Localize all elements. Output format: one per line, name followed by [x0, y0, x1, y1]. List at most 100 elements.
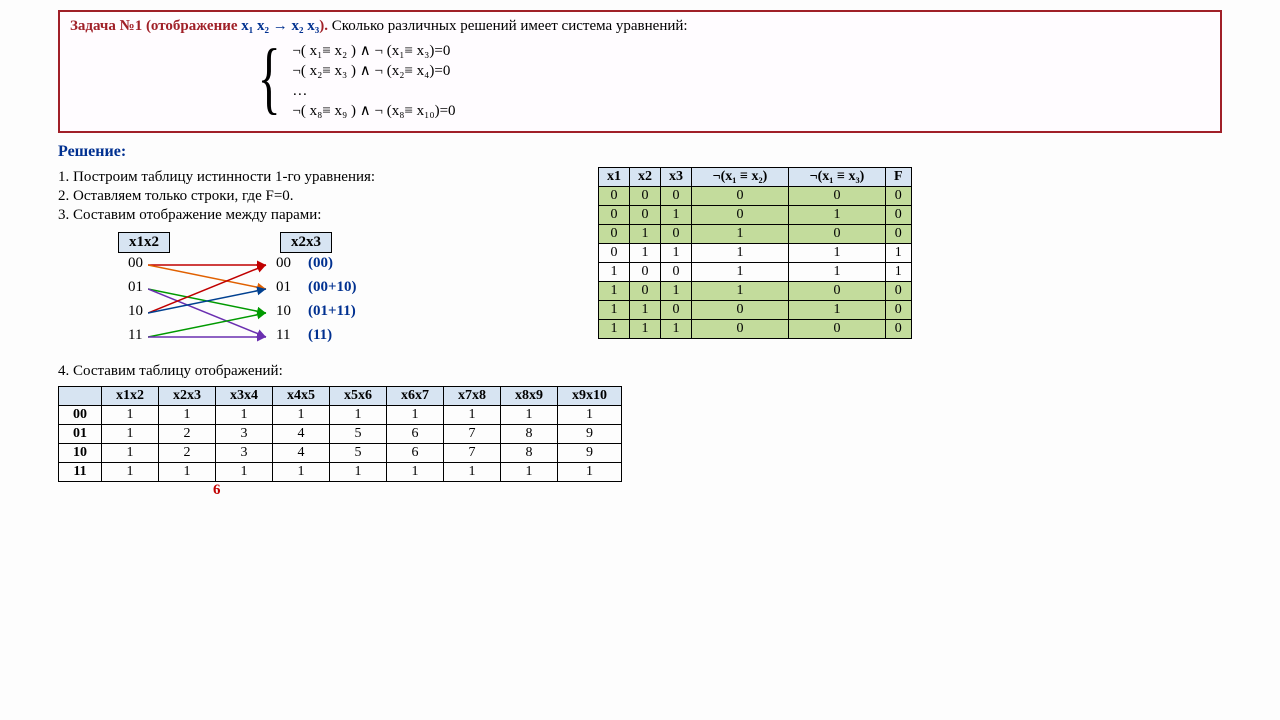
map-cell: 1	[558, 463, 622, 482]
truth-row: 110010	[599, 301, 912, 320]
map-right-2: 10	[276, 303, 291, 327]
truth-cell: 0	[599, 206, 630, 225]
map-cell: 7	[444, 444, 501, 463]
truth-cell: 0	[789, 187, 886, 206]
truth-row: 011111	[599, 244, 912, 263]
truth-cell: 0	[661, 187, 692, 206]
step-4: 4. Составим таблицу отображений:	[58, 363, 1262, 380]
map-cell: 01	[59, 425, 102, 444]
map-th: x3x4	[216, 387, 273, 406]
map-row: 01123456789	[59, 425, 622, 444]
truth-cell: 0	[661, 301, 692, 320]
map-cell: 1	[501, 406, 558, 425]
map-cell: 4	[273, 444, 330, 463]
truth-cell: 0	[692, 187, 789, 206]
map-th: x4x5	[273, 387, 330, 406]
truth-cell: 1	[661, 320, 692, 339]
map-cell: 3	[216, 425, 273, 444]
truth-th: x2	[630, 168, 661, 187]
map-cell: 1	[102, 444, 159, 463]
map-cell: 1	[102, 463, 159, 482]
truth-row: 001010	[599, 206, 912, 225]
truth-cell: 0	[630, 187, 661, 206]
map-cell: 9	[558, 425, 622, 444]
truth-cell: 1	[599, 282, 630, 301]
truth-cell: 0	[630, 263, 661, 282]
truth-cell: 1	[599, 320, 630, 339]
map-row: 00111111111	[59, 406, 622, 425]
truth-cell: 1	[630, 301, 661, 320]
arrow-11-10	[148, 313, 266, 337]
map-labels: (00) (00+10) (01+11) (11)	[308, 255, 357, 351]
truth-cell: 0	[599, 187, 630, 206]
truth-cell: 1	[692, 225, 789, 244]
map-cell: 7	[444, 425, 501, 444]
map-cell: 4	[273, 425, 330, 444]
truth-cell: 1	[886, 263, 912, 282]
truth-cell: 0	[789, 282, 886, 301]
map-cell: 1	[558, 406, 622, 425]
title-map: x₁ x₂ → x₂ x₃	[241, 18, 319, 34]
map-cell: 5	[330, 444, 387, 463]
truth-cell: 1	[630, 244, 661, 263]
truth-cell: 0	[692, 206, 789, 225]
truth-cell: 1	[661, 206, 692, 225]
truth-cell: 0	[661, 263, 692, 282]
map-right-3: 11	[276, 327, 291, 351]
map-right-1: 01	[276, 279, 291, 303]
mapping-table-header: x1x2x2x3x3x4x4x5x5x6x6x7x7x8x8x9x9x10	[59, 387, 622, 406]
map-cell: 1	[159, 406, 216, 425]
truth-cell: 0	[886, 187, 912, 206]
truth-row: 101100	[599, 282, 912, 301]
map-cell: 6	[387, 444, 444, 463]
truth-th: x3	[661, 168, 692, 187]
map-left-3: 11	[128, 327, 143, 351]
truth-cell: 0	[599, 225, 630, 244]
truth-cell: 0	[630, 206, 661, 225]
map-th: x2x3	[159, 387, 216, 406]
mapping-arrows	[148, 259, 273, 355]
mapping-table: x1x2x2x3x3x4x4x5x5x6x6x7x7x8x8x9x9x10 00…	[58, 386, 622, 482]
map-left-0: 00	[128, 255, 143, 279]
map-cell: 1	[102, 425, 159, 444]
map-cell: 1	[444, 463, 501, 482]
truth-cell: 1	[599, 301, 630, 320]
truth-cell: 1	[692, 244, 789, 263]
map-cell: 9	[558, 444, 622, 463]
truth-cell: 0	[789, 225, 886, 244]
solution-heading: Решение:	[58, 143, 1262, 161]
eq-4: ¬( x₈≡ x₉ ) ∧ ¬ (x₈≡ x₁₀)=0	[292, 101, 455, 121]
map-th: x9x10	[558, 387, 622, 406]
map-th: x1x2	[102, 387, 159, 406]
equation-system: { ¬( x₁≡ x₂ ) ∧ ¬ (x₁≡ x₃)=0 ¬( x₂≡ x₃ )…	[70, 39, 1210, 121]
map-right-col: 00 01 10 11	[276, 255, 291, 351]
map-th: x8x9	[501, 387, 558, 406]
map-cell: 1	[216, 406, 273, 425]
truth-cell: 1	[789, 206, 886, 225]
truth-th: ¬(x₁ ≡ x₃)	[789, 168, 886, 187]
truth-th: ¬(x₁ ≡ x₂)	[692, 168, 789, 187]
title-c: ).	[319, 18, 328, 34]
truth-cell: 1	[789, 244, 886, 263]
map-left-2: 10	[128, 303, 143, 327]
map-cell: 6	[387, 425, 444, 444]
arrow-10-00	[148, 265, 266, 313]
truth-cell: 0	[630, 282, 661, 301]
map-cell: 1	[216, 463, 273, 482]
map-th	[59, 387, 102, 406]
eq-3: …	[292, 81, 455, 101]
map-cell: 8	[501, 425, 558, 444]
truth-cell: 1	[692, 263, 789, 282]
mapping-table-note: 6	[213, 482, 1262, 499]
map-th: x5x6	[330, 387, 387, 406]
truth-table: x1x2x3¬(x₁ ≡ x₂)¬(x₁ ≡ x₃)F 000000001010…	[598, 167, 912, 339]
problem-tail: Сколько различных решений имеет система …	[332, 18, 688, 34]
eq-2: ¬( x₂≡ x₃ ) ∧ ¬ (x₂≡ x₄)=0	[292, 61, 455, 81]
map-right-0: 00	[276, 255, 291, 279]
truth-cell: 1	[789, 301, 886, 320]
map-cell: 5	[330, 425, 387, 444]
map-left-col: 00 01 10 11	[128, 255, 143, 351]
map-cell: 1	[273, 406, 330, 425]
map-cell: 00	[59, 406, 102, 425]
map-cell: 1	[159, 463, 216, 482]
